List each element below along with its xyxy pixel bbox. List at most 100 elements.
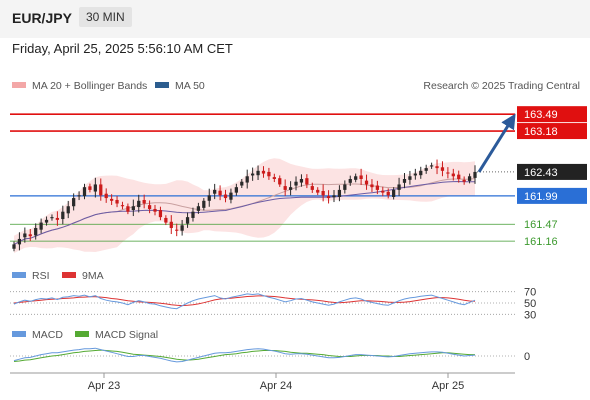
candle-body-3 — [28, 234, 32, 237]
candle-body-24 — [142, 199, 146, 204]
timestamp-label: Friday, April 25, 2025 5:56:10 AM CET — [12, 41, 233, 56]
candle-body-54 — [305, 178, 309, 185]
candle-body-38 — [218, 190, 222, 196]
candle-body-21 — [126, 206, 130, 212]
candle-body-25 — [147, 205, 152, 209]
level-tag-2 — [517, 163, 587, 180]
candle-body-23 — [137, 200, 141, 208]
candle-body-77 — [429, 165, 434, 167]
candle-body-31 — [180, 225, 184, 231]
time-label-2: Apr 25 — [432, 380, 464, 392]
candle-body-81 — [451, 173, 455, 177]
candle-body-29 — [169, 221, 173, 229]
candle-body-46 — [261, 170, 266, 174]
candle-body-11 — [72, 198, 76, 207]
candle-body-22 — [131, 206, 135, 211]
candle-body-0 — [12, 244, 16, 249]
candle-body-63 — [354, 176, 358, 180]
candle-body-48 — [272, 177, 276, 179]
candle-body-9 — [61, 211, 65, 220]
candle-body-44 — [251, 173, 255, 176]
macd-line-1 — [13, 347, 476, 363]
time-label-1: Apr 24 — [260, 380, 292, 392]
candle-body-15 — [93, 184, 97, 192]
candle-body-30 — [175, 229, 179, 231]
research-credit: Research © 2025 Trading Central — [423, 80, 580, 92]
candle-body-32 — [185, 217, 190, 224]
candle-body-6 — [44, 219, 49, 223]
rsi-level-label-0: 70 — [524, 287, 536, 299]
macd-signal-legend-swatch — [75, 331, 89, 337]
level-label-1: 163.18 — [524, 126, 558, 138]
ma20-legend-swatch — [12, 82, 26, 88]
rsi-legend-label: RSI — [32, 270, 50, 282]
candle-body-40 — [229, 192, 233, 200]
candle-body-66 — [370, 184, 374, 188]
candle-body-65 — [364, 180, 369, 185]
macd-line-2 — [13, 349, 475, 362]
candle-body-79 — [440, 167, 445, 171]
candle-body-1 — [17, 238, 22, 245]
level-tag-3 — [517, 187, 587, 204]
candle-body-20 — [120, 205, 125, 207]
candle-body-64 — [359, 175, 363, 179]
chart-header: EUR/JPY 30 MIN — [0, 0, 590, 38]
candle-body-73 — [408, 176, 412, 180]
candle-body-19 — [115, 199, 119, 204]
candle-body-13 — [82, 187, 87, 197]
rsi-line-2 — [13, 295, 476, 307]
rsi-level-label-1: 50 — [524, 298, 536, 310]
candle-body-7 — [50, 217, 54, 219]
candle-body-18 — [109, 198, 114, 201]
candle-body-17 — [104, 193, 108, 199]
candle-body-50 — [283, 186, 287, 190]
candle-body-41 — [234, 187, 238, 193]
candle-body-75 — [419, 170, 423, 176]
candle-body-43 — [245, 176, 249, 183]
ma50-legend-label: MA 50 — [175, 80, 205, 92]
rsi-ma-legend-swatch — [62, 272, 76, 278]
candle-body-72 — [402, 179, 407, 183]
price-levels: 163.49 163.18 162.43 161.99 161.47 161.16 — [10, 106, 587, 248]
candle-body-49 — [278, 178, 282, 185]
candle-body-12 — [77, 195, 81, 197]
candle-body-8 — [55, 217, 60, 220]
candle-body-62 — [348, 179, 352, 183]
candle-body-85 — [473, 171, 477, 178]
level-label-5: 161.16 — [524, 236, 558, 248]
candle-body-74 — [413, 173, 417, 176]
level-label-3: 161.99 — [524, 191, 558, 203]
candle-body-42 — [240, 181, 244, 186]
candle-body-71 — [397, 184, 401, 190]
level-label-2: 162.43 — [524, 167, 558, 179]
candle-body-26 — [153, 208, 157, 212]
candle-body-78 — [435, 166, 439, 169]
candle-body-68 — [381, 190, 385, 193]
level-label-4: 161.47 — [524, 219, 558, 231]
ma20-legend-label: MA 20 + Bollinger Bands — [32, 80, 147, 92]
candle-body-39 — [223, 194, 228, 199]
candle-body-34 — [196, 206, 201, 211]
candle-body-57 — [321, 190, 325, 196]
rsi-ma-legend-label: 9MA — [82, 270, 104, 282]
candle-body-14 — [88, 186, 92, 190]
candle-body-52 — [294, 181, 298, 186]
rsi-legend-swatch — [12, 272, 26, 278]
candle-body-10 — [66, 206, 70, 214]
candle-body-16 — [99, 184, 103, 196]
candle-body-76 — [424, 168, 428, 171]
candle-body-69 — [386, 191, 390, 196]
candle-body-82 — [457, 174, 461, 179]
candle-body-36 — [207, 195, 211, 201]
projection-arrow — [477, 113, 516, 173]
macd-legend-swatch — [12, 331, 26, 337]
time-axis: Apr 23 Apr 24 Apr 25 — [88, 373, 464, 392]
level-tag-1 — [517, 123, 587, 140]
candle-body-35 — [202, 200, 206, 208]
candle-body-33 — [191, 211, 195, 218]
candle-body-5 — [39, 222, 43, 230]
candle-body-67 — [375, 185, 380, 190]
timeframe-button[interactable]: 30 MIN — [79, 7, 132, 27]
rsi-level-label-2: 30 — [524, 309, 536, 321]
